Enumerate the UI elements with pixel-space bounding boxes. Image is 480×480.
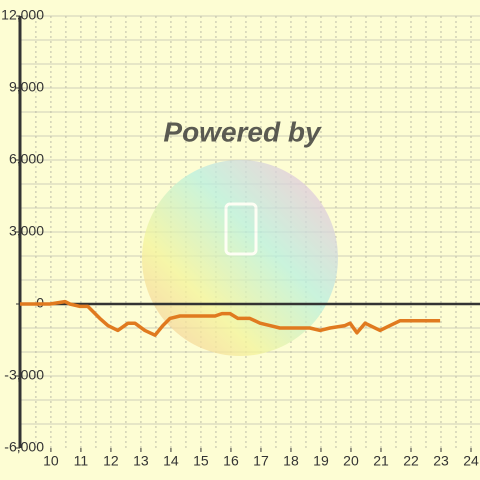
x-tick-label: 19 [313,453,329,469]
watermark-logo [142,160,338,356]
x-tick-label: 21 [373,453,389,469]
x-tick-label: 15 [193,453,209,469]
x-tick-label: 10 [43,453,59,469]
x-tick-label: 12 [103,453,119,469]
watermark-text: Powered by [163,116,322,147]
x-tick-label: 23 [433,453,449,469]
y-tick-label: 6,000 [9,151,44,167]
y-tick-label: -3,000 [4,367,44,383]
x-tick-label: 20 [343,453,359,469]
y-tick-label: 9,000 [9,79,44,95]
line-series [20,299,441,337]
x-tick-label: 24 [463,453,479,469]
x-tick-label: 18 [283,453,299,469]
x-tick-label: 17 [253,453,269,469]
x-tick-label: 16 [223,453,239,469]
x-tick-label: 14 [163,453,179,469]
grid [20,15,480,448]
x-tick-label: 13 [133,453,149,469]
x-tick-label: 22 [403,453,419,469]
y-tick-label: 12,000 [1,7,44,23]
y-tick-label: 3,000 [9,223,44,239]
x-tick-label: 11 [74,453,89,469]
y-tick-label: -6,000 [4,439,44,455]
